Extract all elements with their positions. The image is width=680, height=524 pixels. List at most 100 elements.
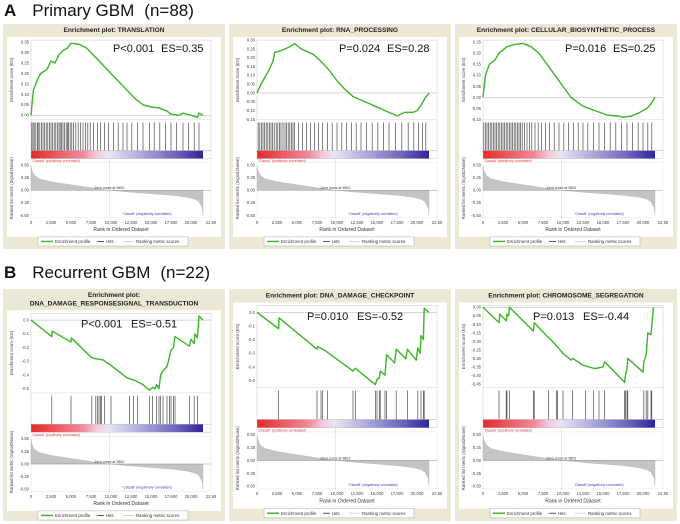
x-tick-label: 7,500 xyxy=(86,494,97,499)
es-ytick-label: -0.3 xyxy=(248,351,256,356)
es-ytick-label: -0.1 xyxy=(248,323,256,328)
enrichment-plot: Enrichment plot: TRANSLATION 0.35 0.30 0.25… xyxy=(3,24,225,249)
x-tick-label: 20,000 xyxy=(185,494,198,499)
plot-background xyxy=(233,37,447,237)
es-ytick-label: -0.2 xyxy=(22,345,30,350)
enrichment-plot: Enrichment plot: DNA_DAMAGE_CHECKPOINT 0.… xyxy=(229,289,451,521)
x-tick-label: 17,500 xyxy=(617,491,630,496)
es-ylabel: Enrichment score (ES) xyxy=(461,323,466,369)
gsea-plot-rna-processing: Enrichment plot: RNA_PROCESSING 0.30 0.25 0… xyxy=(229,24,451,249)
class-b-label: 'ClassB' (negatively correlated) xyxy=(122,486,171,490)
legend: Enrichment profile Hits Ranking metric sco… xyxy=(263,236,415,247)
metric-ytick-label: 0.25 xyxy=(247,175,256,180)
metric-ytick-label: 0.00 xyxy=(247,188,256,193)
metric-ytick-label: 0.25 xyxy=(473,175,482,180)
section-letter: A xyxy=(4,1,17,20)
x-tick-label: 10,000 xyxy=(105,494,118,499)
x-tick-label: 22,50 xyxy=(206,494,217,499)
metric-ytick-label: -0.50 xyxy=(245,484,255,489)
metric-ytick-label: 0.00 xyxy=(473,188,482,193)
es-ytick-label: 0.25 xyxy=(21,60,30,65)
es-ytick-label: -0.10 xyxy=(471,117,481,122)
x-axis-label: Rank in Ordered Dataset xyxy=(545,227,601,233)
plot-background xyxy=(459,37,673,237)
x-tick-label: 22,50 xyxy=(658,220,669,225)
x-tick-label: 5,000 xyxy=(66,220,77,225)
es-ytick-label: -0.15 xyxy=(245,117,255,122)
class-b-label: 'ClassB' (negatively correlated) xyxy=(348,483,397,487)
es-ytick-label: 0.15 xyxy=(21,81,30,86)
metric-ylabel: Ranked list metric (Signal2Noise) xyxy=(235,426,240,491)
metric-ylabel: Ranked list metric (Signal2Noise) xyxy=(235,157,240,220)
es-ytick-label: -0.3 xyxy=(22,359,30,364)
es-ytick-label: -0.05 xyxy=(471,106,481,111)
es-ytick-label: 0.25 xyxy=(247,46,256,51)
x-tick-label: 5,000 xyxy=(292,220,303,225)
gsea-plot-chromosome-segregation: Enrichment plot: CHROMOSOME_SEGREGATION 0… xyxy=(455,289,677,521)
gsea-plot-dna-damage-checkpoint: Enrichment plot: DNA_DAMAGE_CHECKPOINT 0.… xyxy=(229,289,451,521)
colorbar-frame xyxy=(482,150,664,159)
x-tick-label: 17,500 xyxy=(391,220,404,225)
p-value-annotation: P=0.024 xyxy=(339,43,380,55)
x-tick-label: 2,500 xyxy=(46,220,57,225)
class-b-label: 'ClassB' (negatively correlated) xyxy=(348,212,397,216)
section-letter: B xyxy=(4,263,17,282)
x-tick-label: 20,000 xyxy=(185,220,198,225)
zero-cross-label: Zero cross at 9802 xyxy=(94,460,124,464)
legend-enrichment-label: Enrichment profile xyxy=(507,511,543,516)
es-ytick-label: 0.0 xyxy=(249,310,255,315)
zero-cross-label: Zero cross at 9802 xyxy=(546,186,576,190)
enrichment-plot: Enrichment plot: CHROMOSOME_SEGREGATION 0… xyxy=(455,289,677,521)
es-ytick-label: 0.15 xyxy=(473,62,482,67)
x-axis-label: Rank in Ordered Dataset xyxy=(319,498,375,504)
es-value-annotation: ES=0.28 xyxy=(387,43,429,55)
metric-ytick-label: 0.25 xyxy=(21,175,30,180)
x-tick-label: 12,500 xyxy=(351,220,364,225)
metric-ytick-label: -0.25 xyxy=(245,471,255,476)
legend-metric-label: Ranking metric scores xyxy=(588,511,632,516)
es-ytick-label: 0.05 xyxy=(247,82,256,87)
p-value-annotation: P=0.016 xyxy=(565,43,606,55)
es-ytick-label: -0.10 xyxy=(471,322,481,327)
x-tick-label: 7,500 xyxy=(538,491,549,496)
es-ytick-label: 0.00 xyxy=(21,113,30,118)
x-tick-label: 12,500 xyxy=(577,220,590,225)
legend-box xyxy=(489,508,641,519)
es-ytick-label: -0.20 xyxy=(471,339,481,344)
ranking-colorbar xyxy=(483,419,655,428)
es-ytick-label: 0.00 xyxy=(473,95,482,100)
zero-cross-label: Zero cross at 9802 xyxy=(320,186,350,190)
legend-metric-label: Ranking metric scores xyxy=(362,511,406,516)
x-tick-label: 0 xyxy=(30,220,33,225)
legend: Enrichment profile Hits Ranking metric sco… xyxy=(37,236,189,247)
es-ytick-label: 0.10 xyxy=(247,73,256,78)
es-value-annotation: ES=-0.51 xyxy=(131,318,177,330)
colorbar-frame xyxy=(482,419,664,428)
es-ytick-label: -0.5 xyxy=(248,378,256,383)
plot-title: Enrichment plot: RNA_PROCESSING xyxy=(282,27,398,34)
es-ytick-label: 0.10 xyxy=(21,92,30,97)
x-tick-label: 20,000 xyxy=(411,220,424,225)
class-a-label: 'ClassA' (positively correlated) xyxy=(484,428,532,432)
x-tick-label: 20,000 xyxy=(637,220,650,225)
plot-title: Enrichment plot: DNA_DAMAGE_CHECKPOINT xyxy=(266,292,415,299)
metric-ytick-label: 0.50 xyxy=(247,432,256,437)
metric-ytick-label: 0.50 xyxy=(21,436,30,441)
ranking-colorbar xyxy=(483,150,655,159)
x-tick-label: 15,000 xyxy=(597,491,610,496)
section-title: Primary GBM xyxy=(32,1,135,20)
enrichment-profile-line xyxy=(256,42,430,117)
legend-box xyxy=(37,510,189,521)
class-a-label: 'ClassA' (positively correlated) xyxy=(484,159,532,163)
x-tick-label: 17,500 xyxy=(617,220,630,225)
x-tick-label: 12,500 xyxy=(125,494,138,499)
es-ytick-label: -0.35 xyxy=(471,364,481,369)
es-ylabel: Enrichment score (ES) xyxy=(9,330,14,375)
es-ytick-label: 0.00 xyxy=(473,305,482,310)
x-tick-label: 17,500 xyxy=(165,494,178,499)
p-value-annotation: P=0.010 xyxy=(307,311,348,323)
zero-cross-label: Zero cross at 9801 xyxy=(546,456,576,460)
es-ylabel: Enrichment score (ES) xyxy=(461,57,466,102)
class-a-label: 'ClassA' (positively correlated) xyxy=(258,159,306,163)
metric-ytick-label: 0.00 xyxy=(473,458,482,463)
